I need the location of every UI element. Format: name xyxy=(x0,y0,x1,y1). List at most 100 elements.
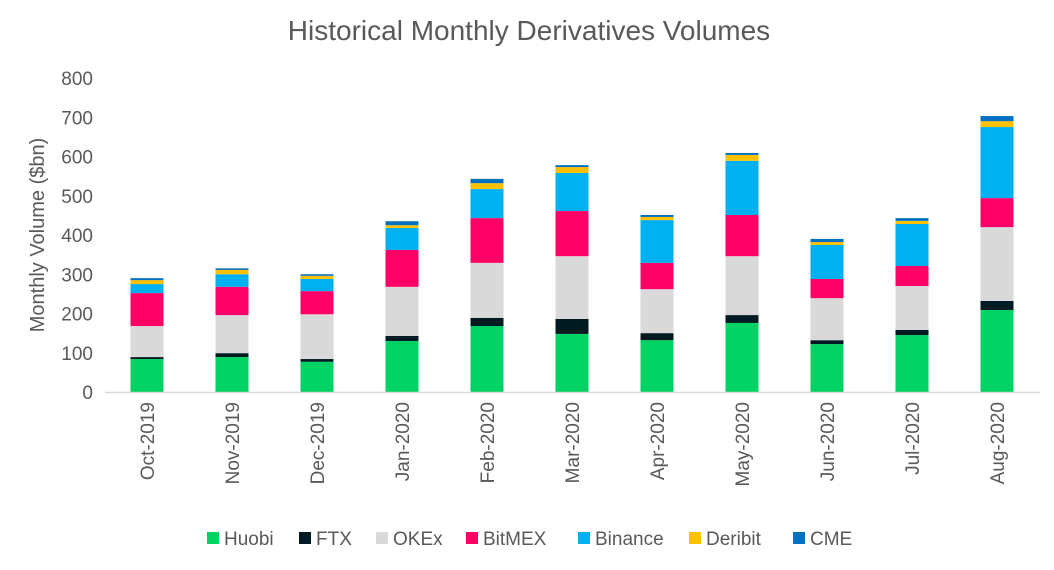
x-tick-label: Dec-2019 xyxy=(308,402,329,484)
bar-segment-cme-jul-2020 xyxy=(895,218,929,221)
bar-segment-huobi-apr-2020 xyxy=(640,340,674,392)
x-tick-label: Mar-2020 xyxy=(563,402,584,483)
legend-label-huobi: Huobi xyxy=(224,529,274,550)
legend-label-binance: Binance xyxy=(595,529,664,550)
bar-segment-bitmex-nov-2019 xyxy=(215,286,249,316)
bar-segment-okex-oct-2019 xyxy=(130,326,164,358)
bar-segment-bitmex-oct-2019 xyxy=(130,293,164,327)
x-tick-label: May-2020 xyxy=(733,402,754,487)
bar-segment-ftx-feb-2020 xyxy=(470,317,504,327)
legend-label-okex: OKEx xyxy=(393,529,443,550)
bar-segment-okex-jun-2020 xyxy=(810,298,844,341)
bar-segment-cme-aug-2020 xyxy=(980,116,1014,122)
y-tick-label: 700 xyxy=(61,108,93,129)
legend-label-cme: CME xyxy=(810,529,852,550)
bar-segment-okex-feb-2020 xyxy=(470,262,504,318)
bar-segment-bitmex-aug-2020 xyxy=(980,198,1014,228)
bar-segment-ftx-jul-2020 xyxy=(895,329,929,336)
y-tick-label: 100 xyxy=(61,344,93,365)
bar-segment-cme-mar-2020 xyxy=(555,165,589,168)
bar-segment-huobi-jul-2020 xyxy=(895,335,929,392)
bar-segment-binance-jan-2020 xyxy=(385,227,419,250)
bar-segment-okex-apr-2020 xyxy=(640,289,674,334)
bar-segment-huobi-jan-2020 xyxy=(385,340,419,392)
bar-segment-deribit-jun-2020 xyxy=(810,242,844,245)
bar-segment-deribit-mar-2020 xyxy=(555,167,589,173)
bar-segment-bitmex-dec-2019 xyxy=(300,291,334,315)
y-tick-label: 500 xyxy=(61,187,93,208)
x-tick-label: Nov-2019 xyxy=(223,402,244,484)
bar-segment-ftx-may-2020 xyxy=(725,315,759,323)
legend-swatch-bitmex xyxy=(466,532,478,544)
bar-segment-bitmex-jan-2020 xyxy=(385,249,419,287)
y-axis-label: Monthly Volume ($bn) xyxy=(27,138,49,333)
legend-swatch-deribit xyxy=(689,532,701,544)
bar-segment-ftx-jun-2020 xyxy=(810,340,844,345)
x-axis-ticks: Oct-2019 Nov-2019 Dec-2019 Jan-2020 Feb-2020… xyxy=(138,402,1009,487)
bar-segment-deribit-nov-2019 xyxy=(215,269,249,275)
bar-segment-binance-may-2020 xyxy=(725,160,759,215)
bar-segment-binance-apr-2020 xyxy=(640,220,674,263)
bar-segment-okex-aug-2020 xyxy=(980,227,1014,301)
bar-segment-ftx-aug-2020 xyxy=(980,300,1014,310)
chart-title: Historical Monthly Derivatives Volumes xyxy=(288,15,770,46)
bar-segment-binance-jun-2020 xyxy=(810,244,844,279)
bar-segment-huobi-nov-2019 xyxy=(215,357,249,392)
bar-segment-cme-nov-2019 xyxy=(215,268,249,270)
legend: Huobi FTX OKEx BitMEX Binance Deribit CME xyxy=(207,529,852,550)
y-tick-label: 300 xyxy=(61,265,93,286)
y-tick-label: 400 xyxy=(61,226,93,247)
bar-segment-deribit-dec-2019 xyxy=(300,275,334,279)
bar-segment-okex-mar-2020 xyxy=(555,256,589,319)
x-tick-label: Jan-2020 xyxy=(393,402,414,481)
bar-segment-ftx-mar-2020 xyxy=(555,318,589,334)
bar-segment-okex-nov-2019 xyxy=(215,315,249,354)
bar-segment-okex-may-2020 xyxy=(725,256,759,316)
bar-segment-bitmex-may-2020 xyxy=(725,214,759,257)
bar-segment-okex-dec-2019 xyxy=(300,314,334,360)
bar-segment-okex-jul-2020 xyxy=(895,286,929,330)
bar-segment-deribit-feb-2020 xyxy=(470,183,504,190)
bar-segment-ftx-dec-2019 xyxy=(300,359,334,362)
bar-segment-huobi-may-2020 xyxy=(725,322,759,392)
bar-segment-binance-feb-2020 xyxy=(470,189,504,219)
x-tick-label: Jul-2020 xyxy=(903,402,924,475)
bar-segment-ftx-nov-2019 xyxy=(215,353,249,358)
bar-segment-huobi-oct-2019 xyxy=(130,359,164,392)
bar-segment-deribit-oct-2019 xyxy=(130,280,164,285)
legend-label-bitmex: BitMEX xyxy=(483,529,547,550)
legend-swatch-binance xyxy=(578,532,590,544)
x-tick-label: Oct-2019 xyxy=(138,402,159,480)
legend-swatch-cme xyxy=(793,532,805,544)
x-tick-label: Aug-2020 xyxy=(988,402,1009,484)
bar-segment-cme-dec-2019 xyxy=(300,274,334,276)
bar-segment-okex-jan-2020 xyxy=(385,286,419,336)
x-tick-label: Jun-2020 xyxy=(818,402,839,481)
legend-swatch-huobi xyxy=(207,532,219,544)
y-tick-label: 600 xyxy=(61,148,93,169)
bar-segment-huobi-mar-2020 xyxy=(555,333,589,392)
bar-segment-deribit-may-2020 xyxy=(725,154,759,161)
bar-segment-huobi-jun-2020 xyxy=(810,344,844,392)
y-axis-ticks: 0 100 200 300 400 500 600 700 800 xyxy=(61,69,93,404)
y-tick-label: 200 xyxy=(61,305,93,326)
bar-segment-bitmex-jul-2020 xyxy=(895,266,929,287)
bar-segment-bitmex-feb-2020 xyxy=(470,218,504,263)
bar-segment-deribit-jan-2020 xyxy=(385,225,419,228)
legend-swatch-okex xyxy=(376,532,388,544)
bar-segment-cme-may-2020 xyxy=(725,152,759,155)
bar-segment-binance-oct-2019 xyxy=(130,284,164,294)
bars xyxy=(130,116,1014,392)
bar-segment-cme-feb-2020 xyxy=(470,178,504,184)
bar-segment-binance-nov-2019 xyxy=(215,274,249,287)
y-tick-label: 0 xyxy=(82,383,93,404)
bar-segment-deribit-aug-2020 xyxy=(980,121,1014,128)
legend-swatch-ftx xyxy=(299,532,311,544)
bar-segment-ftx-oct-2019 xyxy=(130,357,164,360)
bar-segment-cme-jun-2020 xyxy=(810,238,844,243)
bar-segment-binance-jul-2020 xyxy=(895,224,929,267)
bar-segment-binance-dec-2019 xyxy=(300,278,334,292)
x-tick-label: Feb-2020 xyxy=(478,402,499,483)
legend-label-ftx: FTX xyxy=(316,529,352,550)
